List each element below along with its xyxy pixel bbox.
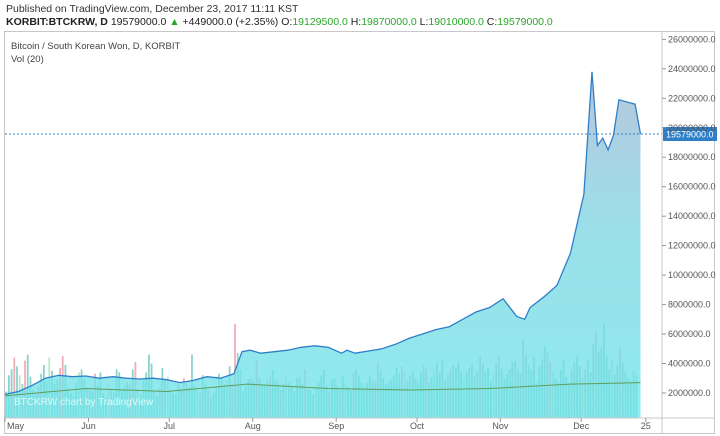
x-tick-label: Sep [328, 421, 344, 431]
open-value: 19129500.0 [292, 16, 348, 28]
price-area [4, 71, 642, 419]
volume-ma-path [4, 382, 641, 397]
y-tick-label: 18000000.0 [668, 152, 716, 162]
change-up-icon: ▲ [169, 16, 180, 28]
chart-title: Bitcoin / South Korean Won, D, KORBIT [11, 41, 181, 52]
y-tick-label: 6000000.0 [668, 329, 711, 339]
close-label: C: [486, 16, 498, 28]
x-tick-label: 25 [641, 421, 651, 431]
current-price-tag [663, 127, 717, 141]
y-tick-label: 14000000.0 [668, 211, 716, 221]
x-tick-label: Dec [573, 421, 590, 431]
y-tick-label: 8000000.0 [668, 300, 711, 310]
current-price-line: 19579000.0 [5, 127, 717, 141]
last-price: 19579000.0 [110, 16, 167, 28]
y-tick-label: 10000000.0 [668, 270, 716, 280]
current-price-label: 19579000.0 [666, 130, 714, 140]
y-axis: 2000000.0 4000000.0 6000000.0 8000000.0 1000… [661, 32, 716, 433]
high-value: 19870000.0 [361, 16, 417, 28]
symbol-label: KORBIT:BTCKRW, D [6, 16, 108, 28]
x-tick-label: Aug [245, 421, 261, 431]
x-tick-label: Jun [81, 421, 96, 431]
chart-frame [4, 31, 715, 434]
price-line [4, 71, 642, 396]
watermark-text: BTCKRW chart by TradingView [14, 397, 154, 408]
open-label: O: [281, 16, 293, 28]
y-tick-label: 24000000.0 [668, 64, 716, 74]
y-tick-label: 4000000.0 [668, 359, 711, 369]
x-tick-label: Jul [164, 421, 176, 431]
high-label: H: [350, 16, 362, 28]
y-tick-label: 22000000.0 [668, 93, 716, 103]
volume-bar [26, 354, 29, 418]
ohlc-readout: KORBIT:BTCKRW, D 19579000.0 ▲ +449000.0 … [6, 16, 553, 28]
y-tick-label: 12000000.0 [668, 241, 716, 251]
y-tick-label: 16000000.0 [668, 182, 716, 192]
x-tick-label: Oct [410, 421, 425, 431]
change-value: +449000.0 (+2.35%) [182, 16, 279, 28]
low-value: 19010000.0 [428, 16, 484, 28]
price-area-fill [5, 71, 641, 419]
x-axis: May Jun Jul Aug Sep Oct Nov Dec 25 [4, 417, 715, 431]
x-tick-label: May [7, 421, 25, 431]
y-tick-label: 2000000.0 [668, 388, 711, 398]
low-label: L: [419, 16, 429, 28]
volume-bar [13, 357, 16, 418]
volume-ma-line [4, 382, 641, 397]
close-value: 19579000.0 [497, 16, 553, 28]
y-tick-label: 26000000.0 [668, 34, 716, 44]
chart-subtitle: Vol (20) [11, 54, 44, 65]
y-tick-label: 20000000.0 [668, 123, 716, 133]
published-text: Published on TradingView.com, December 2… [6, 3, 299, 15]
x-tick-label: Nov [492, 421, 509, 431]
